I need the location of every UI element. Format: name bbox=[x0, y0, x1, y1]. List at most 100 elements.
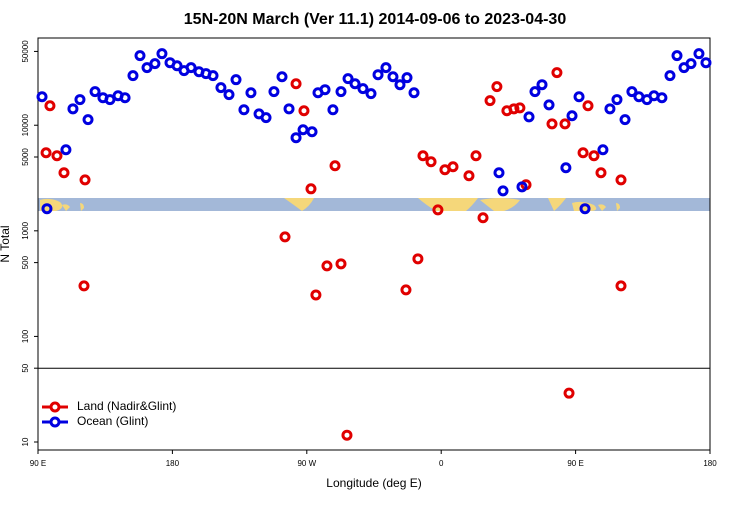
legend-label: Land (Nadir&Glint) bbox=[77, 399, 176, 413]
data-point bbox=[417, 150, 429, 162]
data-point bbox=[611, 94, 623, 106]
y-tick-label: 50000 bbox=[21, 40, 30, 63]
data-point bbox=[319, 84, 331, 96]
data-point bbox=[577, 147, 589, 159]
data-point bbox=[516, 181, 528, 193]
data-point bbox=[171, 60, 183, 72]
data-point bbox=[529, 86, 541, 98]
data-point bbox=[595, 167, 607, 179]
data-point bbox=[573, 91, 585, 103]
data-point bbox=[51, 150, 63, 162]
data-point bbox=[560, 162, 572, 174]
data-point bbox=[329, 160, 341, 172]
data-point bbox=[463, 170, 475, 182]
data-point bbox=[566, 110, 578, 122]
data-point bbox=[268, 86, 280, 98]
data-point bbox=[215, 82, 227, 94]
data-point bbox=[36, 91, 48, 103]
data-point bbox=[664, 70, 676, 82]
data-point bbox=[588, 150, 600, 162]
data-point bbox=[223, 89, 235, 101]
data-point bbox=[207, 70, 219, 82]
data-point bbox=[597, 144, 609, 156]
data-point bbox=[134, 50, 146, 62]
data-point bbox=[335, 258, 347, 270]
data-point bbox=[470, 150, 482, 162]
data-point bbox=[79, 174, 91, 186]
data-point bbox=[290, 78, 302, 90]
data-point bbox=[551, 67, 563, 79]
data-point bbox=[484, 95, 496, 107]
data-point bbox=[604, 103, 616, 115]
data-point bbox=[119, 92, 131, 104]
data-point bbox=[408, 87, 420, 99]
data-point bbox=[141, 62, 153, 74]
data-point bbox=[514, 102, 526, 114]
data-point bbox=[619, 114, 631, 126]
data-point bbox=[78, 280, 90, 292]
data-point bbox=[615, 174, 627, 186]
data-point bbox=[536, 79, 548, 91]
data-point bbox=[372, 69, 384, 81]
data-point bbox=[432, 204, 444, 216]
data-point bbox=[185, 62, 197, 74]
data-point bbox=[104, 94, 116, 106]
data-point bbox=[615, 280, 627, 292]
data-point bbox=[44, 100, 56, 112]
data-point bbox=[283, 103, 295, 115]
plot-frame bbox=[37, 37, 711, 451]
y-tick-label: 1000 bbox=[21, 221, 30, 239]
x-tick-label: 90 E bbox=[30, 459, 46, 468]
y-tick-label: 500 bbox=[21, 255, 30, 269]
data-point bbox=[685, 58, 697, 70]
y-tick-label: 5000 bbox=[21, 148, 30, 166]
data-point bbox=[387, 71, 399, 83]
data-point bbox=[67, 103, 79, 115]
legend-marker bbox=[49, 401, 61, 413]
data-point bbox=[89, 86, 101, 98]
data-point bbox=[306, 126, 318, 138]
data-point bbox=[477, 212, 489, 224]
data-point bbox=[342, 73, 354, 85]
chart-title: 15N-20N March (Ver 11.1) 2014-09-06 to 2… bbox=[184, 11, 567, 28]
data-point bbox=[41, 203, 53, 215]
data-point bbox=[238, 104, 250, 116]
data-point bbox=[693, 48, 705, 60]
data-point bbox=[425, 156, 437, 168]
data-point bbox=[579, 203, 591, 215]
data-point bbox=[305, 183, 317, 195]
data-point bbox=[671, 50, 683, 62]
data-point bbox=[401, 72, 413, 84]
y-tick-label: 10000 bbox=[21, 114, 30, 137]
data-point bbox=[321, 260, 333, 272]
x-axis-label: Longitude (deg E) bbox=[326, 476, 421, 490]
x-tick-label: 90 E bbox=[567, 459, 583, 468]
x-tick-label: 180 bbox=[166, 459, 180, 468]
data-point bbox=[491, 81, 503, 93]
y-tick-label: 50 bbox=[21, 363, 30, 372]
data-point bbox=[279, 231, 291, 243]
data-point bbox=[349, 78, 361, 90]
data-point bbox=[523, 111, 535, 123]
legend-label: Ocean (Glint) bbox=[77, 414, 148, 428]
data-point bbox=[82, 114, 94, 126]
data-point bbox=[497, 185, 509, 197]
data-point bbox=[40, 147, 52, 159]
x-tick-label: 90 W bbox=[297, 459, 316, 468]
x-tick-label: 180 bbox=[703, 459, 717, 468]
data-point bbox=[394, 79, 406, 91]
data-point bbox=[543, 99, 555, 111]
data-point bbox=[400, 284, 412, 296]
data-point bbox=[559, 118, 571, 130]
data-point bbox=[149, 58, 161, 70]
data-point bbox=[260, 112, 272, 124]
data-point bbox=[298, 105, 310, 117]
data-point bbox=[412, 253, 424, 265]
data-point bbox=[626, 86, 638, 98]
data-point bbox=[74, 94, 86, 106]
data-point bbox=[365, 88, 377, 100]
data-point bbox=[563, 387, 575, 399]
data-point bbox=[493, 167, 505, 179]
